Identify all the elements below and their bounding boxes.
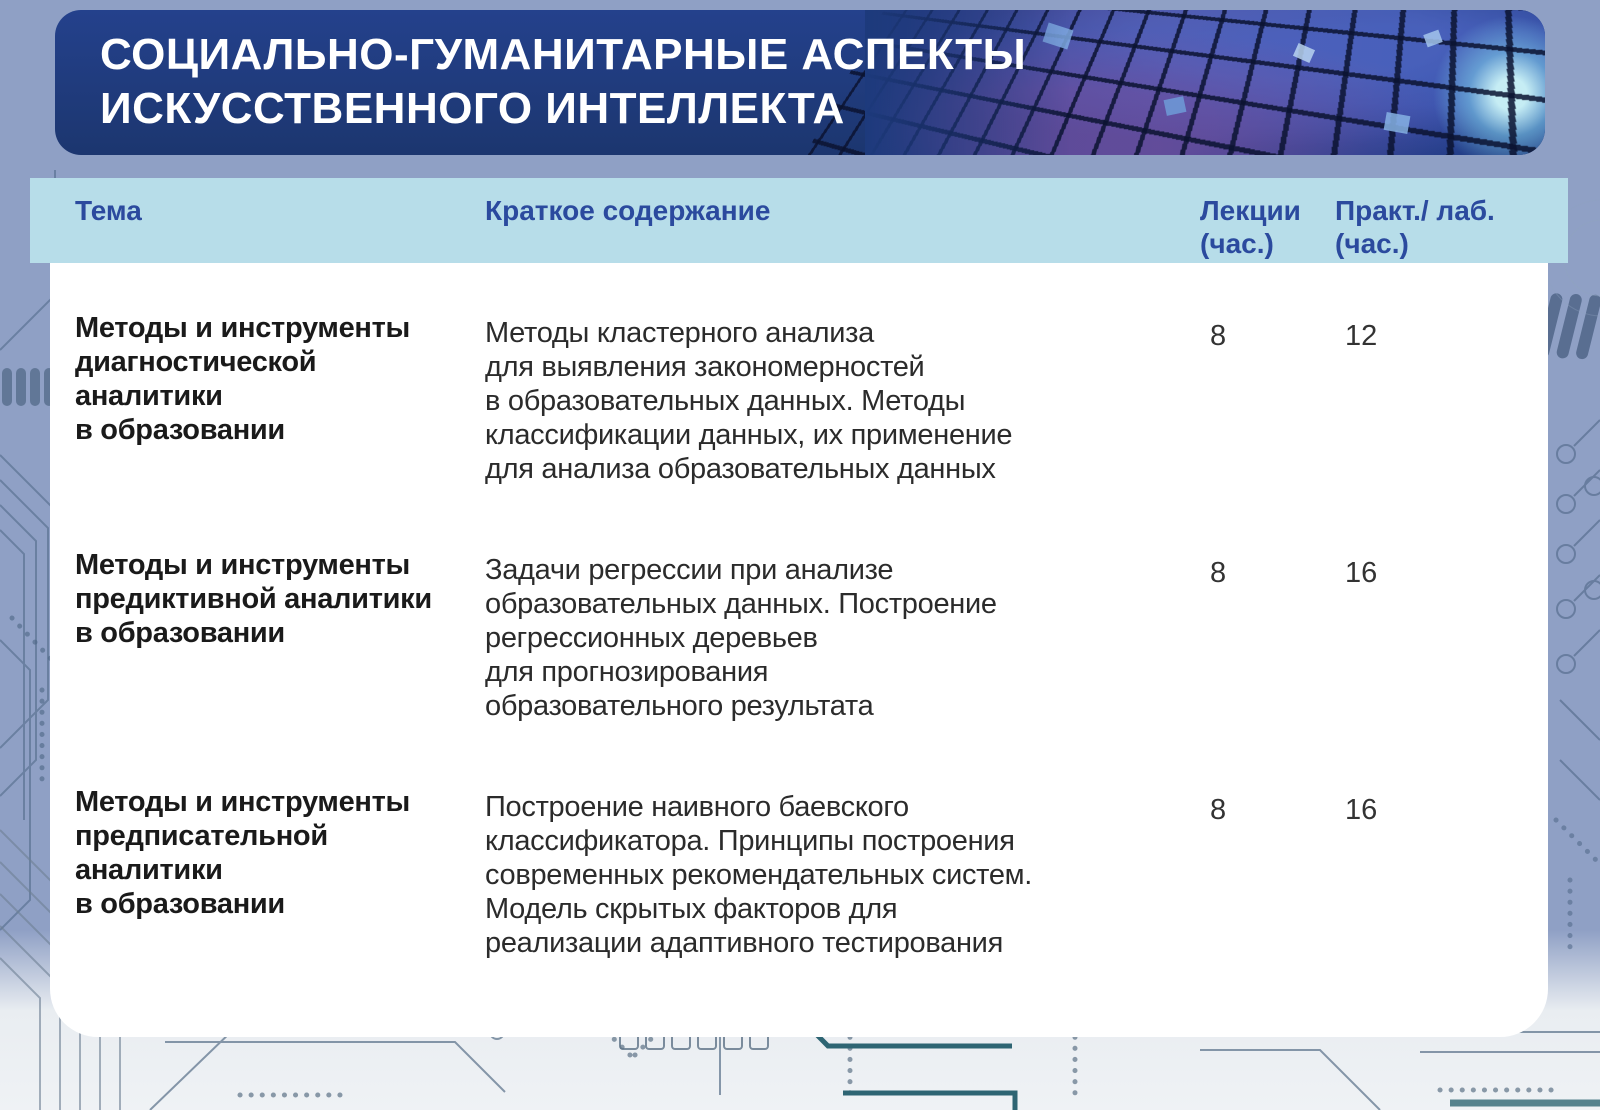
title-panel: СОЦИАЛЬНО-ГУМАНИТАРНЫЕ АСПЕКТЫ ИСКУССТВЕ… (55, 10, 1545, 155)
column-header-topic: Тема (75, 195, 142, 226)
row-lecture-hours: 8 (1210, 320, 1227, 352)
row-practice-hours: 16 (1345, 794, 1378, 826)
row-topic: Методы и инструменты предиктивной аналит… (75, 549, 432, 649)
column-header-lectures: Лекции (час.) (1200, 195, 1301, 259)
row-practice-hours: 12 (1345, 320, 1378, 352)
row-summary: Задачи регрессии при анализе образовател… (485, 554, 997, 722)
digital-sphere-image (770, 10, 1545, 155)
table-row: Методы и инструменты предиктивной аналит… (75, 548, 1548, 723)
table-header-row: Тема Краткое содержание Лекции (час.) Пр… (30, 178, 1568, 263)
table-body-card: Методы и инструменты диагностической ана… (50, 263, 1548, 1037)
slide-title: СОЦИАЛЬНО-ГУМАНИТАРНЫЕ АСПЕКТЫ ИСКУССТВЕ… (100, 30, 1027, 133)
column-header-summary: Краткое содержание (485, 195, 771, 226)
sphere-left-fade (865, 10, 1545, 155)
row-summary: Построение наивного баевского классифика… (485, 791, 1033, 959)
row-summary: Методы кластерного анализа для выявления… (485, 317, 1013, 485)
row-topic: Методы и инструменты предписательной ана… (75, 786, 410, 920)
row-lecture-hours: 8 (1210, 794, 1227, 826)
row-lecture-hours: 8 (1210, 557, 1227, 589)
table-row: Методы и инструменты диагностической ана… (75, 311, 1548, 486)
row-topic: Методы и инструменты диагностической ана… (75, 312, 410, 446)
table-row: Методы и инструменты предписательной ана… (75, 785, 1548, 960)
row-practice-hours: 16 (1345, 557, 1378, 589)
column-header-practice: Практ./ лаб. (час.) (1335, 195, 1495, 259)
